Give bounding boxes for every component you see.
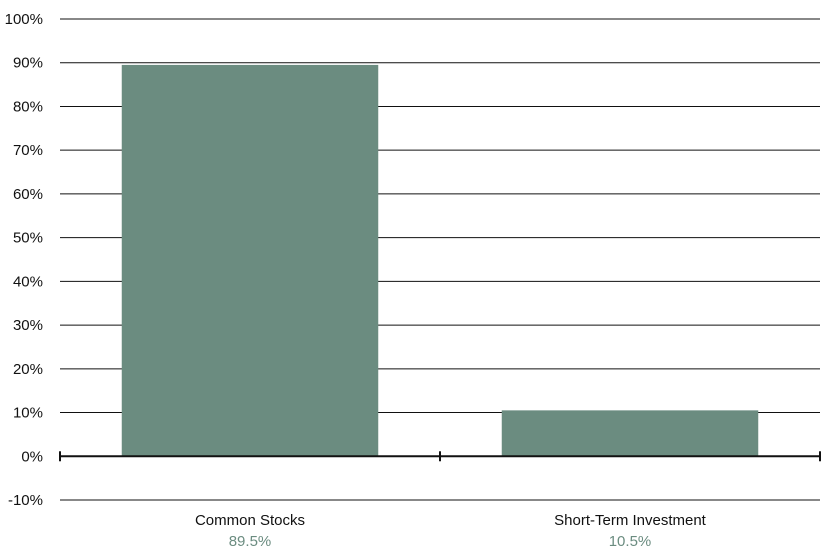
y-tick-label: 20% bbox=[13, 361, 43, 378]
value-label: 10.5% bbox=[609, 533, 652, 550]
y-tick-label: 60% bbox=[13, 186, 43, 203]
y-tick-label: 10% bbox=[13, 405, 43, 422]
y-axis-tick-labels: 100% 90% 80% 70% 60% 50% 40% 30% 20% 10% 0% -10% bbox=[5, 11, 43, 509]
bar bbox=[501, 410, 759, 457]
y-tick-label: 70% bbox=[13, 142, 43, 159]
y-tick-label: -10% bbox=[8, 492, 43, 509]
y-tick-label: 50% bbox=[13, 230, 43, 247]
category-label: Common Stocks bbox=[195, 512, 305, 529]
y-tick-label: 100% bbox=[5, 11, 43, 28]
bar bbox=[121, 64, 379, 457]
y-tick-label: 0% bbox=[21, 448, 43, 465]
category-labels: Common Stocks Short-Term Investment bbox=[195, 512, 707, 529]
category-label: Short-Term Investment bbox=[554, 512, 707, 529]
y-tick-label: 80% bbox=[13, 98, 43, 115]
value-label: 89.5% bbox=[229, 533, 272, 550]
y-tick-label: 40% bbox=[13, 273, 43, 290]
x-axis bbox=[59, 451, 821, 462]
y-tick-label: 30% bbox=[13, 317, 43, 334]
value-labels: 89.5% 10.5% bbox=[229, 533, 652, 550]
bars bbox=[121, 64, 759, 457]
y-tick-label: 90% bbox=[13, 55, 43, 72]
